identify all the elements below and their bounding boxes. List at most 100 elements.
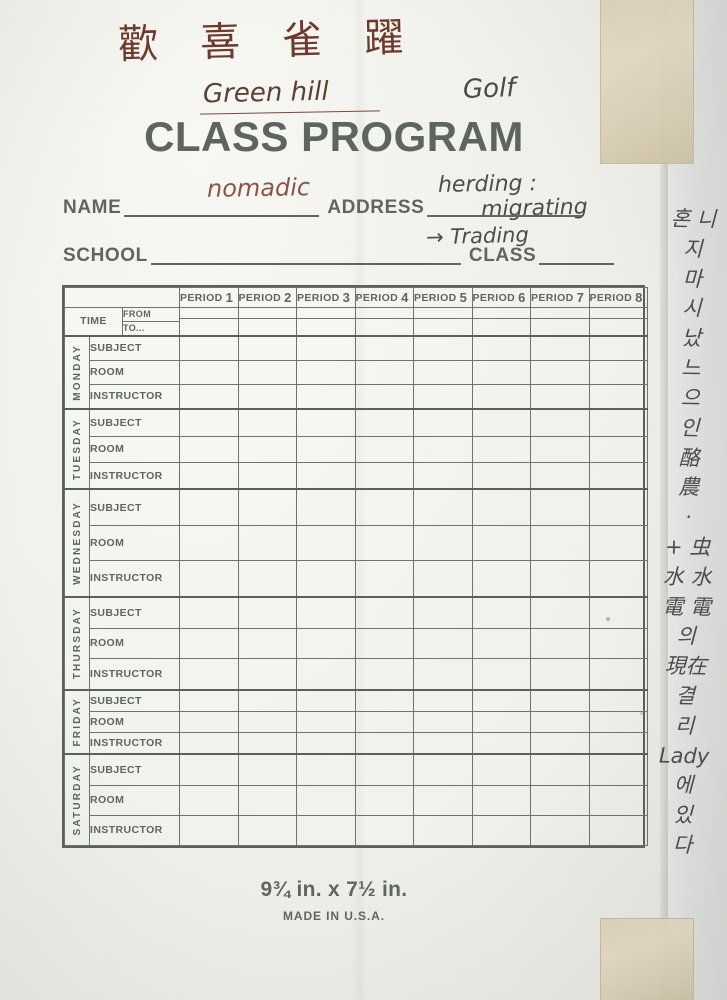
schedule-cell[interactable] xyxy=(296,688,356,712)
schedule-cell[interactable] xyxy=(296,560,356,598)
schedule-cell[interactable] xyxy=(354,657,414,691)
schedule-cell[interactable] xyxy=(413,657,473,691)
schedule-cell[interactable] xyxy=(471,814,531,847)
schedule-cell[interactable] xyxy=(413,627,473,659)
schedule-cell[interactable] xyxy=(179,657,239,691)
schedule-cell[interactable] xyxy=(530,359,590,385)
schedule-cell[interactable] xyxy=(296,334,356,361)
schedule-cell[interactable] xyxy=(354,461,414,490)
schedule-cell[interactable] xyxy=(530,560,590,598)
schedule-cell[interactable] xyxy=(413,488,473,527)
schedule-cell[interactable] xyxy=(296,753,356,786)
schedule-cell[interactable] xyxy=(296,627,356,659)
schedule-cell[interactable] xyxy=(296,784,356,816)
schedule-cell[interactable] xyxy=(588,595,648,629)
schedule-cell[interactable] xyxy=(413,461,473,490)
schedule-cell[interactable] xyxy=(179,408,239,437)
schedule-cell[interactable] xyxy=(296,383,356,410)
schedule-cell[interactable] xyxy=(237,461,297,490)
schedule-cell[interactable] xyxy=(471,627,531,659)
time-from-cell[interactable] xyxy=(354,306,414,320)
schedule-cell[interactable] xyxy=(179,814,239,847)
schedule-cell[interactable] xyxy=(588,784,648,816)
address-input-line[interactable] xyxy=(427,200,583,217)
schedule-cell[interactable] xyxy=(471,560,531,598)
schedule-cell[interactable] xyxy=(413,435,473,463)
schedule-cell[interactable] xyxy=(296,488,356,527)
schedule-cell[interactable] xyxy=(237,359,297,385)
schedule-cell[interactable] xyxy=(354,359,414,385)
schedule-cell[interactable] xyxy=(588,334,648,361)
schedule-cell[interactable] xyxy=(237,525,297,562)
schedule-cell[interactable] xyxy=(413,595,473,629)
schedule-cell[interactable] xyxy=(588,359,648,385)
schedule-cell[interactable] xyxy=(237,731,297,755)
schedule-cell[interactable] xyxy=(296,461,356,490)
schedule-cell[interactable] xyxy=(471,383,531,410)
schedule-cell[interactable] xyxy=(471,657,531,691)
schedule-cell[interactable] xyxy=(413,753,473,786)
schedule-cell[interactable] xyxy=(530,525,590,562)
school-input-line[interactable] xyxy=(150,248,461,265)
schedule-cell[interactable] xyxy=(530,334,590,361)
schedule-cell[interactable] xyxy=(588,461,648,490)
schedule-cell[interactable] xyxy=(588,560,648,598)
schedule-cell[interactable] xyxy=(588,657,648,691)
schedule-cell[interactable] xyxy=(237,488,297,527)
schedule-cell[interactable] xyxy=(179,560,239,598)
time-from-cell[interactable] xyxy=(413,306,473,320)
schedule-cell[interactable] xyxy=(354,560,414,598)
time-to-cell[interactable] xyxy=(296,318,356,337)
schedule-cell[interactable] xyxy=(530,627,590,659)
schedule-cell[interactable] xyxy=(296,710,356,733)
schedule-cell[interactable] xyxy=(588,731,648,755)
schedule-cell[interactable] xyxy=(413,408,473,437)
schedule-cell[interactable] xyxy=(471,688,531,712)
schedule-cell[interactable] xyxy=(354,753,414,786)
schedule-cell[interactable] xyxy=(296,525,356,562)
schedule-cell[interactable] xyxy=(588,488,648,527)
schedule-cell[interactable] xyxy=(354,627,414,659)
schedule-cell[interactable] xyxy=(471,525,531,562)
schedule-cell[interactable] xyxy=(471,461,531,490)
schedule-cell[interactable] xyxy=(471,753,531,786)
time-to-cell[interactable] xyxy=(530,318,590,337)
schedule-cell[interactable] xyxy=(471,784,531,816)
schedule-cell[interactable] xyxy=(354,408,414,437)
schedule-cell[interactable] xyxy=(237,560,297,598)
schedule-cell[interactable] xyxy=(179,488,239,527)
schedule-cell[interactable] xyxy=(530,814,590,847)
schedule-cell[interactable] xyxy=(588,525,648,562)
schedule-cell[interactable] xyxy=(179,359,239,385)
schedule-cell[interactable] xyxy=(179,383,239,410)
time-from-cell[interactable] xyxy=(237,306,297,320)
schedule-cell[interactable] xyxy=(237,688,297,712)
class-input-line[interactable] xyxy=(539,248,615,265)
schedule-cell[interactable] xyxy=(237,657,297,691)
schedule-cell[interactable] xyxy=(179,595,239,629)
schedule-cell[interactable] xyxy=(588,814,648,847)
schedule-cell[interactable] xyxy=(413,784,473,816)
schedule-cell[interactable] xyxy=(530,435,590,463)
schedule-cell[interactable] xyxy=(354,814,414,847)
time-from-cell[interactable] xyxy=(530,306,590,320)
schedule-cell[interactable] xyxy=(237,753,297,786)
schedule-cell[interactable] xyxy=(588,383,648,410)
schedule-cell[interactable] xyxy=(179,627,239,659)
schedule-cell[interactable] xyxy=(179,334,239,361)
schedule-cell[interactable] xyxy=(179,710,239,733)
schedule-cell[interactable] xyxy=(588,627,648,659)
schedule-cell[interactable] xyxy=(530,383,590,410)
time-from-cell[interactable] xyxy=(588,306,648,320)
schedule-cell[interactable] xyxy=(179,461,239,490)
schedule-cell[interactable] xyxy=(179,731,239,755)
schedule-cell[interactable] xyxy=(471,488,531,527)
schedule-cell[interactable] xyxy=(530,461,590,490)
time-from-cell[interactable] xyxy=(179,306,239,320)
schedule-cell[interactable] xyxy=(354,488,414,527)
time-from-cell[interactable] xyxy=(471,306,531,320)
schedule-cell[interactable] xyxy=(588,710,648,733)
schedule-cell[interactable] xyxy=(413,359,473,385)
name-input-line[interactable] xyxy=(124,200,320,217)
schedule-cell[interactable] xyxy=(354,383,414,410)
